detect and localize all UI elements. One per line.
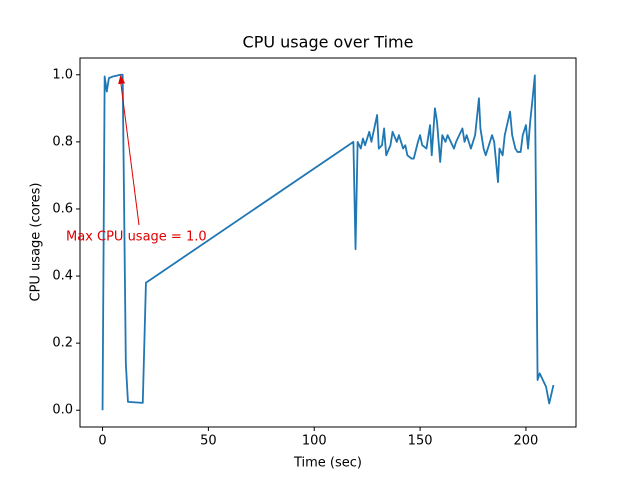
y-axis-label: CPU usage (cores) bbox=[29, 183, 44, 302]
x-tick-label: 0 bbox=[98, 434, 106, 449]
x-tick-label: 200 bbox=[514, 434, 539, 449]
y-tick-label: 0.8 bbox=[52, 134, 73, 149]
y-tick-label: 0.0 bbox=[52, 403, 73, 418]
x-tick-label: 100 bbox=[302, 434, 327, 449]
x-tick-label: 150 bbox=[408, 434, 433, 449]
y-tick-label: 1.0 bbox=[52, 67, 73, 82]
plot-frame bbox=[79, 57, 577, 428]
x-axis-label: Time (sec) bbox=[293, 456, 362, 471]
annotation-arrowhead bbox=[118, 74, 126, 85]
chart-title: CPU usage over Time bbox=[243, 33, 414, 52]
y-tick-label: 0.4 bbox=[52, 269, 73, 284]
line-series bbox=[101, 73, 555, 411]
y-tick-label: 0.6 bbox=[52, 201, 73, 216]
y-tick-label: 0.2 bbox=[52, 336, 73, 351]
annotation-text: Max CPU usage = 1.0 bbox=[66, 230, 207, 245]
annotation-arrow bbox=[120, 80, 140, 226]
x-tick-label: 50 bbox=[200, 434, 217, 449]
